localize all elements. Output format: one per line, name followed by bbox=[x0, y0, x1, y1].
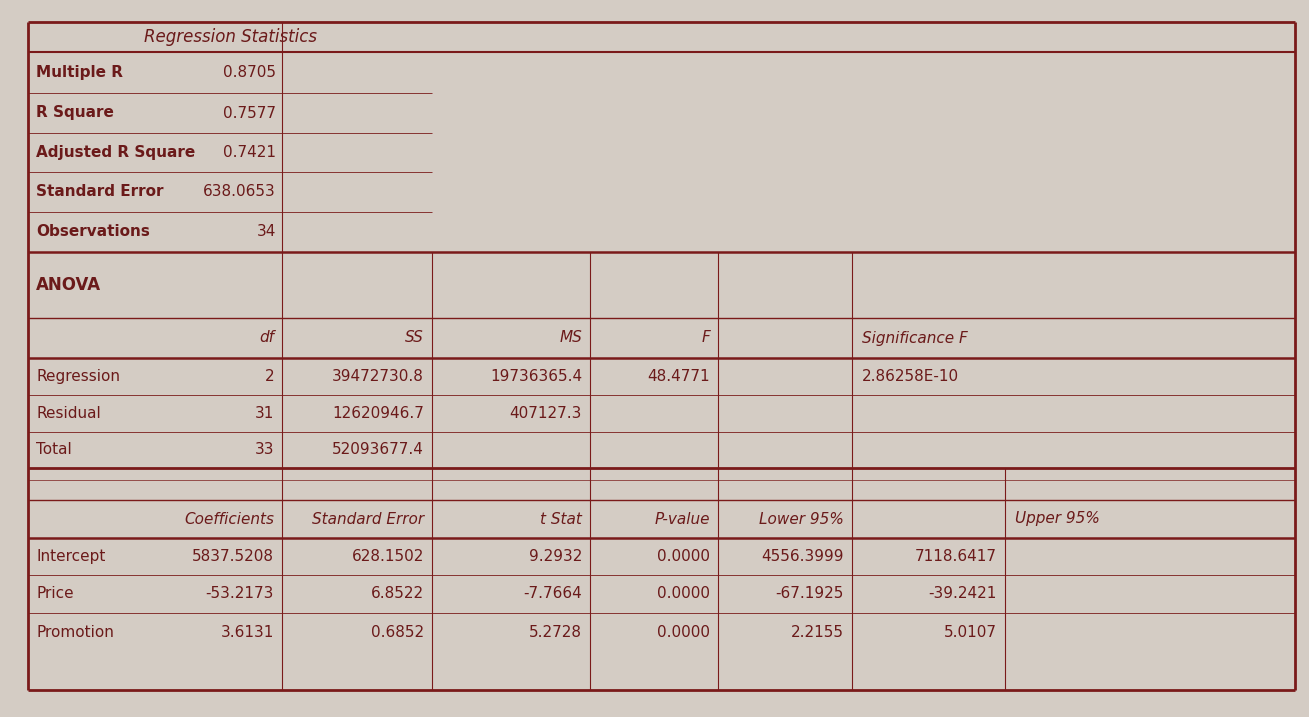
Text: 628.1502: 628.1502 bbox=[352, 549, 424, 564]
Text: Coefficients: Coefficients bbox=[185, 511, 274, 526]
Text: -7.7664: -7.7664 bbox=[524, 587, 583, 602]
Text: F: F bbox=[702, 331, 709, 346]
Text: 5.0107: 5.0107 bbox=[944, 625, 997, 640]
Text: -67.1925: -67.1925 bbox=[776, 587, 844, 602]
Text: Total: Total bbox=[37, 442, 72, 457]
Text: 4556.3999: 4556.3999 bbox=[762, 549, 844, 564]
Text: 3.6131: 3.6131 bbox=[221, 625, 274, 640]
Text: 52093677.4: 52093677.4 bbox=[332, 442, 424, 457]
Text: Significance F: Significance F bbox=[863, 331, 967, 346]
Text: 39472730.8: 39472730.8 bbox=[332, 369, 424, 384]
Text: 12620946.7: 12620946.7 bbox=[332, 406, 424, 421]
Text: 0.0000: 0.0000 bbox=[657, 625, 709, 640]
Text: Price: Price bbox=[37, 587, 73, 602]
Text: Regression: Regression bbox=[37, 369, 120, 384]
Text: 48.4771: 48.4771 bbox=[648, 369, 709, 384]
Text: Adjusted R Square: Adjusted R Square bbox=[37, 145, 195, 160]
Text: Multiple R: Multiple R bbox=[37, 65, 123, 80]
Text: 2.86258E-10: 2.86258E-10 bbox=[863, 369, 959, 384]
Text: 0.0000: 0.0000 bbox=[657, 587, 709, 602]
Text: Residual: Residual bbox=[37, 406, 101, 421]
Text: SS: SS bbox=[406, 331, 424, 346]
Text: ANOVA: ANOVA bbox=[37, 276, 101, 294]
Text: df: df bbox=[259, 331, 274, 346]
Text: 2.2155: 2.2155 bbox=[791, 625, 844, 640]
Text: Observations: Observations bbox=[37, 224, 149, 239]
Text: Intercept: Intercept bbox=[37, 549, 106, 564]
Text: 5837.5208: 5837.5208 bbox=[192, 549, 274, 564]
Text: 2: 2 bbox=[264, 369, 274, 384]
Text: 31: 31 bbox=[255, 406, 274, 421]
Text: t Stat: t Stat bbox=[541, 511, 583, 526]
Text: 0.7421: 0.7421 bbox=[223, 145, 276, 160]
Text: 0.7577: 0.7577 bbox=[223, 105, 276, 120]
Text: 19736365.4: 19736365.4 bbox=[490, 369, 583, 384]
Text: 34: 34 bbox=[257, 224, 276, 239]
Text: 0.0000: 0.0000 bbox=[657, 549, 709, 564]
Text: 9.2932: 9.2932 bbox=[529, 549, 583, 564]
Text: R Square: R Square bbox=[37, 105, 114, 120]
Text: 33: 33 bbox=[254, 442, 274, 457]
Text: 0.6852: 0.6852 bbox=[370, 625, 424, 640]
Text: 5.2728: 5.2728 bbox=[529, 625, 583, 640]
Text: 407127.3: 407127.3 bbox=[509, 406, 583, 421]
Text: MS: MS bbox=[559, 331, 583, 346]
Text: 0.8705: 0.8705 bbox=[223, 65, 276, 80]
Text: Upper 95%: Upper 95% bbox=[1014, 511, 1100, 526]
Text: -53.2173: -53.2173 bbox=[206, 587, 274, 602]
Text: Lower 95%: Lower 95% bbox=[759, 511, 844, 526]
Text: Standard Error: Standard Error bbox=[312, 511, 424, 526]
Text: Promotion: Promotion bbox=[37, 625, 114, 640]
Text: 638.0653: 638.0653 bbox=[203, 184, 276, 199]
Text: 7118.6417: 7118.6417 bbox=[915, 549, 997, 564]
Text: Standard Error: Standard Error bbox=[37, 184, 164, 199]
Text: -39.2421: -39.2421 bbox=[928, 587, 997, 602]
Text: Regression Statistics: Regression Statistics bbox=[144, 28, 317, 46]
Text: P-value: P-value bbox=[654, 511, 709, 526]
Text: 6.8522: 6.8522 bbox=[370, 587, 424, 602]
